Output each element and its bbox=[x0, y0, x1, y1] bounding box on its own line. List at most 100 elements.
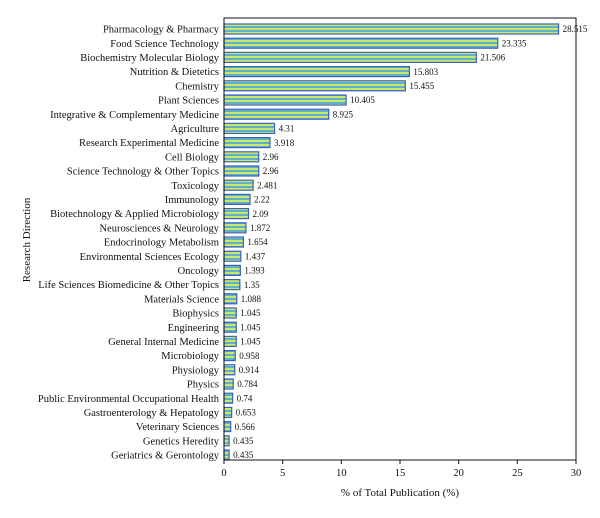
value-labels: 28.515 23.335 21.506 15.803 15.455 10.405 8.92… bbox=[233, 24, 588, 460]
x-tick-label: 25 bbox=[512, 468, 523, 479]
bar bbox=[223, 151, 260, 163]
x-tick-label: 0 bbox=[221, 468, 226, 479]
value-label: 10.405 bbox=[350, 95, 375, 105]
category-label: Geriatrics & Gerontology bbox=[111, 451, 220, 462]
bar bbox=[223, 165, 260, 177]
plot-frame bbox=[223, 17, 577, 461]
value-label: 0.435 bbox=[233, 436, 254, 446]
category-label: Gastroenterology & Hepatology bbox=[84, 408, 220, 419]
bar bbox=[223, 449, 230, 461]
y-axis-title: Research Direction bbox=[21, 197, 33, 282]
x-tick-label: 20 bbox=[453, 468, 464, 479]
bar bbox=[223, 279, 241, 291]
x-axis: 0 5 10 15 20 25 30 bbox=[221, 460, 581, 479]
category-label: Biophysics bbox=[172, 309, 219, 320]
value-label: 1.088 bbox=[241, 294, 262, 304]
value-label: 2.481 bbox=[257, 180, 277, 190]
category-label: Food Science Technology bbox=[110, 39, 219, 50]
bar bbox=[223, 293, 238, 305]
bar bbox=[223, 80, 406, 92]
value-label: 1.045 bbox=[240, 322, 261, 332]
value-label: 0.958 bbox=[239, 351, 260, 361]
value-label: 0.784 bbox=[237, 379, 258, 389]
value-label: 2.96 bbox=[263, 166, 279, 176]
x-tick-label: 10 bbox=[336, 468, 347, 479]
category-label: Physiology bbox=[172, 365, 220, 376]
bar bbox=[223, 51, 477, 64]
category-label: Immunology bbox=[165, 195, 220, 206]
value-label: 8.925 bbox=[333, 109, 354, 119]
value-label: 4.31 bbox=[279, 124, 295, 134]
bar bbox=[223, 37, 499, 49]
value-label: 28.515 bbox=[563, 24, 588, 34]
category-label: General Internal Medicine bbox=[108, 337, 219, 348]
value-label: 23.335 bbox=[502, 38, 527, 48]
value-label: 0.74 bbox=[237, 393, 253, 403]
category-label: Physics bbox=[187, 380, 219, 391]
value-label: 2.09 bbox=[253, 209, 269, 219]
category-label: Materials Science bbox=[144, 294, 219, 305]
category-label: Cell Biology bbox=[165, 152, 220, 163]
bar bbox=[223, 350, 236, 362]
category-label: Science Technology & Other Topics bbox=[67, 167, 219, 178]
value-label: 1.35 bbox=[244, 280, 260, 290]
bar bbox=[223, 122, 276, 135]
category-label: Chemistry bbox=[175, 81, 219, 92]
category-label: Life Sciences Biomedicine & Other Topics bbox=[38, 280, 219, 291]
value-label: 1.045 bbox=[240, 337, 261, 347]
bar bbox=[223, 392, 234, 404]
category-label: Nutrition & Dietetics bbox=[130, 67, 219, 78]
category-label: Veterinary Sciences bbox=[136, 422, 219, 433]
value-label: 0.653 bbox=[236, 408, 257, 418]
value-label: 0.914 bbox=[239, 365, 260, 375]
value-label: 2.22 bbox=[254, 195, 270, 205]
bar bbox=[223, 222, 247, 234]
bar bbox=[223, 335, 237, 347]
category-label: Integrative & Complementary Medicine bbox=[50, 110, 219, 121]
category-label: Public Environmental Occupational Health bbox=[38, 394, 220, 405]
bar bbox=[223, 378, 234, 390]
category-label: Environmental Sciences Ecology bbox=[80, 252, 220, 263]
category-label: Plant Sciences bbox=[158, 96, 219, 107]
value-label: 0.566 bbox=[235, 422, 256, 432]
bar bbox=[223, 137, 271, 149]
value-label: 2.96 bbox=[263, 152, 279, 162]
category-label: Biochemistry Molecular Biology bbox=[80, 53, 220, 64]
value-label: 1.437 bbox=[245, 251, 266, 261]
x-axis-title: % of Total Publication (%) bbox=[341, 487, 460, 499]
category-label: Neurosciences & Neurology bbox=[99, 223, 219, 234]
x-tick-label: 15 bbox=[395, 468, 406, 479]
category-label: Engineering bbox=[168, 323, 220, 334]
value-label: 21.506 bbox=[480, 53, 505, 63]
category-label: Research Experimental Medicine bbox=[79, 138, 219, 149]
value-label: 1.654 bbox=[247, 237, 268, 247]
value-label: 1.045 bbox=[240, 308, 261, 318]
bar bbox=[223, 435, 230, 447]
bar bbox=[223, 23, 560, 35]
bar bbox=[223, 264, 241, 276]
value-label: 1.872 bbox=[250, 223, 270, 233]
bar bbox=[223, 94, 347, 106]
bar bbox=[223, 208, 250, 220]
category-label: Oncology bbox=[178, 266, 220, 277]
x-tick-label: 30 bbox=[571, 468, 582, 479]
x-tick-label: 5 bbox=[280, 468, 285, 479]
bar bbox=[223, 65, 411, 78]
bar bbox=[223, 321, 237, 333]
category-label: Microbiology bbox=[161, 351, 219, 362]
category-labels: Pharmacology & Pharmacy Food Science Tech… bbox=[38, 25, 220, 462]
bar bbox=[223, 236, 245, 248]
value-label: 15.803 bbox=[413, 67, 438, 77]
category-label: Agriculture bbox=[171, 124, 220, 135]
bar bbox=[223, 193, 251, 205]
bar bbox=[223, 307, 237, 319]
bar bbox=[223, 250, 242, 262]
bar bbox=[223, 108, 330, 120]
value-label: 1.393 bbox=[244, 266, 265, 276]
bar bbox=[223, 421, 232, 433]
value-label: 15.455 bbox=[409, 81, 434, 91]
bar bbox=[223, 179, 254, 191]
value-label: 0.435 bbox=[233, 450, 254, 460]
bar bbox=[223, 364, 236, 376]
